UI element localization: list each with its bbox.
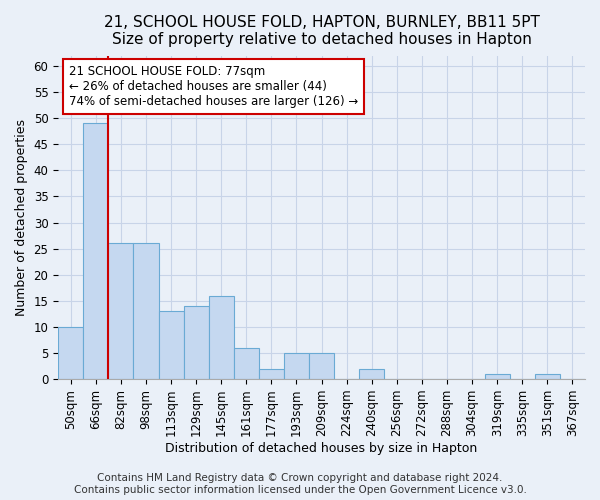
Text: 21 SCHOOL HOUSE FOLD: 77sqm
← 26% of detached houses are smaller (44)
74% of sem: 21 SCHOOL HOUSE FOLD: 77sqm ← 26% of det… bbox=[68, 65, 358, 108]
Bar bbox=[209, 296, 234, 379]
Text: Contains HM Land Registry data © Crown copyright and database right 2024.
Contai: Contains HM Land Registry data © Crown c… bbox=[74, 474, 526, 495]
Bar bbox=[83, 124, 109, 379]
Bar bbox=[485, 374, 510, 379]
Bar bbox=[234, 348, 259, 379]
Bar bbox=[284, 353, 309, 379]
Y-axis label: Number of detached properties: Number of detached properties bbox=[15, 119, 28, 316]
Bar bbox=[184, 306, 209, 379]
Bar bbox=[133, 244, 158, 379]
Bar bbox=[158, 311, 184, 379]
X-axis label: Distribution of detached houses by size in Hapton: Distribution of detached houses by size … bbox=[166, 442, 478, 455]
Bar bbox=[259, 368, 284, 379]
Bar bbox=[359, 368, 384, 379]
Bar bbox=[58, 327, 83, 379]
Title: 21, SCHOOL HOUSE FOLD, HAPTON, BURNLEY, BB11 5PT
Size of property relative to de: 21, SCHOOL HOUSE FOLD, HAPTON, BURNLEY, … bbox=[104, 15, 539, 48]
Bar bbox=[309, 353, 334, 379]
Bar bbox=[109, 244, 133, 379]
Bar bbox=[535, 374, 560, 379]
